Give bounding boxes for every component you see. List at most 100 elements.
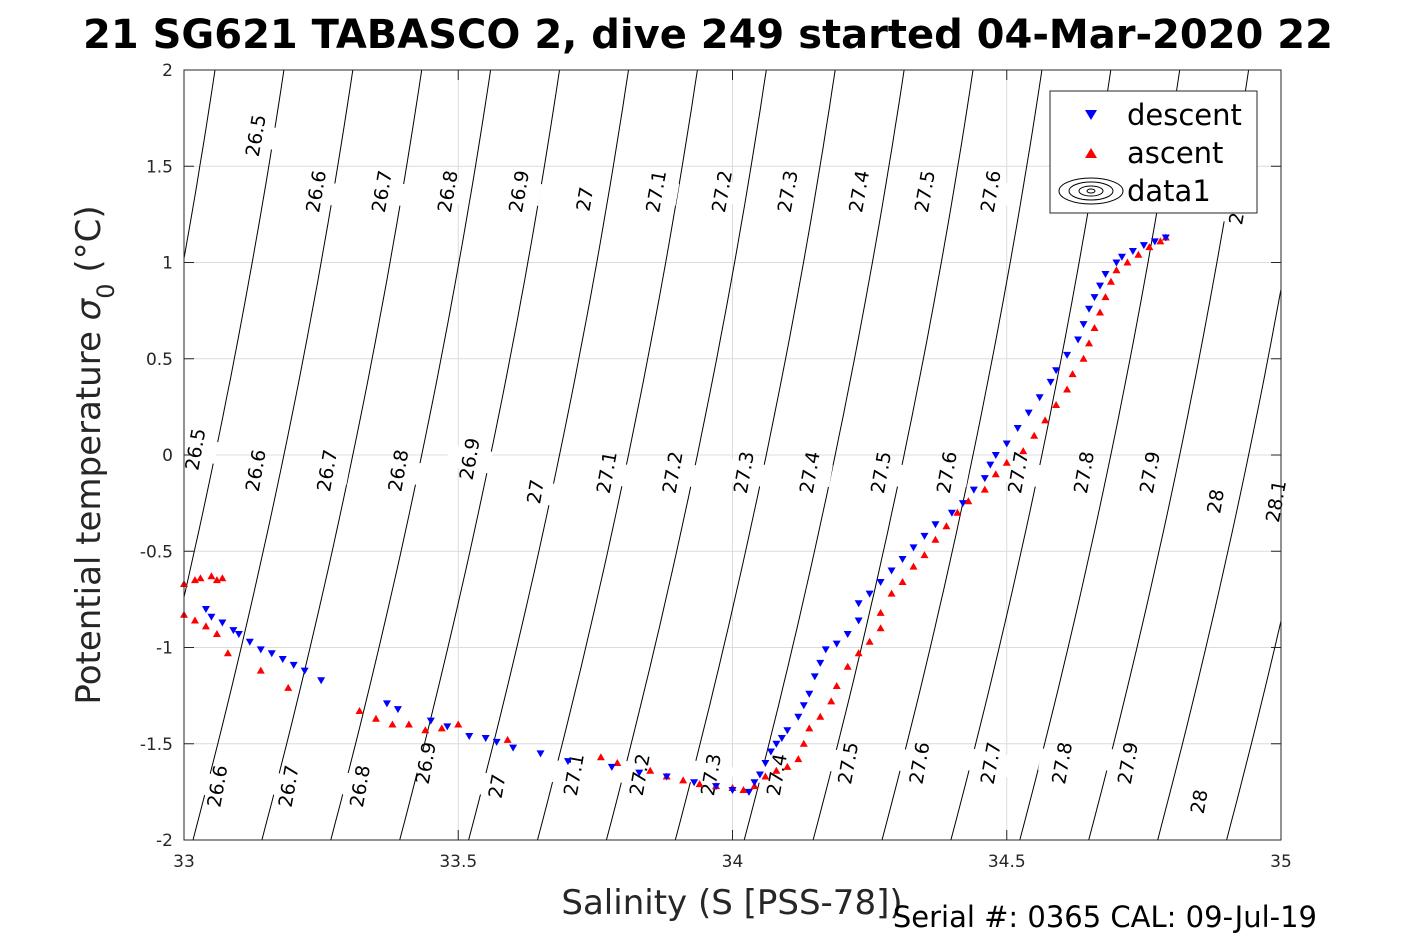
isopycnal-label-bg [473, 771, 521, 801]
isopycnal-line [1226, 618, 1281, 840]
isopycnal-label-bg [824, 748, 872, 778]
descent-point [1128, 247, 1137, 255]
legend-data1-label: data1 [1127, 174, 1211, 208]
isopycnal-label: 27.3 [774, 169, 803, 214]
descent-point [426, 717, 435, 725]
descent-point [777, 734, 786, 742]
isopycnal-label-bg [423, 176, 471, 206]
x-axis-label: Salinity (S [PSS-78]) [561, 883, 902, 923]
isopycnal-label-bg [193, 771, 241, 801]
ascent-point [1095, 308, 1104, 316]
ascent-point [421, 726, 430, 734]
ascent-point [1123, 258, 1132, 266]
legend-box [1049, 90, 1258, 214]
isopycnal-label: 27.4 [763, 752, 792, 797]
ascent-point [865, 637, 874, 645]
ascent-point [942, 522, 951, 530]
descent-point [816, 659, 825, 667]
isopycnal-label-bg [1103, 748, 1151, 778]
ascent-point [190, 616, 199, 624]
descent-point [278, 656, 287, 664]
isopycnal-label: 27 [523, 478, 549, 506]
isopycnal-label: 26.7 [368, 169, 397, 214]
descent-point [750, 779, 759, 787]
isopycnal-label: 27.1 [642, 169, 671, 214]
ascent-point [212, 576, 221, 584]
descent-point [821, 646, 830, 654]
isopycnal-label: 27.3 [697, 752, 726, 797]
descent-point [256, 646, 265, 654]
descent-point [761, 760, 770, 767]
isopycnal-label: 26.6 [302, 169, 331, 214]
ascent-point [876, 608, 885, 616]
ascent-point [805, 724, 814, 732]
isopycnal-line [881, 70, 1043, 840]
y-tick-label: -0.5 [140, 542, 173, 562]
ascent-point [920, 551, 929, 559]
ascent-point [207, 572, 216, 580]
isopycnal-labels: 26.6 26.7 26.8 26.9 27 27.1 27.2 27.3 27.4 27.5 27… [171, 113, 1300, 817]
descent-point [1085, 305, 1094, 313]
isopycnal-label: 26.5 [181, 427, 210, 472]
isopycnal-line [1157, 286, 1281, 840]
ascent-point [794, 755, 803, 763]
isopycnal-label: 27.7 [1004, 450, 1033, 495]
ascent-point [503, 735, 512, 743]
isopycnal-line [674, 70, 836, 840]
isopycnal-label: 28.1 [1262, 479, 1291, 524]
descent-point [909, 544, 918, 552]
descent-point [712, 783, 721, 791]
x-axis-ticks: 33 33.5 34 34.5 35 [173, 70, 1292, 872]
ascent-point [887, 589, 896, 597]
descent-point [267, 650, 276, 658]
isopycnal-label: 26.8 [346, 764, 375, 809]
isopycnal-label-bg [401, 748, 449, 778]
x-tick-label: 35 [1270, 852, 1292, 872]
legend-ascent-marker [1085, 148, 1097, 158]
ascent-point [371, 714, 380, 722]
ascent-point [1030, 431, 1039, 439]
isopycnal-label-bg [966, 176, 1014, 206]
isopycnal-label: 26.7 [275, 764, 304, 809]
isopycnal-line [330, 70, 492, 840]
y-tick-label: 2 [162, 61, 173, 81]
isopycnal-label-bg [785, 457, 833, 487]
descent-point [245, 638, 254, 646]
series-ascent [180, 233, 1170, 793]
isopycnal-label-bg [835, 176, 883, 206]
isopycnal-label-bg [495, 176, 543, 206]
ascent-point [1002, 458, 1011, 466]
descent-point [876, 579, 885, 587]
x-tick-label: 33 [173, 852, 195, 872]
isopycnal-label: 27.3 [730, 450, 759, 495]
ascent-point [931, 535, 940, 543]
legend-contour-icon [1058, 177, 1124, 205]
descent-point [1139, 242, 1148, 250]
x-tick-label: 34 [722, 852, 744, 872]
ascent-point [223, 649, 232, 657]
y-axis-label: Potential temperature σ0 (°C) [69, 205, 120, 704]
descent-point [536, 750, 545, 758]
isopycnal-label-bg [697, 176, 746, 206]
ascent-point [284, 683, 293, 691]
isopycnal-label-bg [511, 476, 559, 507]
series-descent [201, 234, 1170, 796]
descent-point [1074, 336, 1083, 344]
descent-point [393, 706, 402, 714]
descent-point [991, 452, 1000, 459]
descent-point [1046, 378, 1055, 386]
descent-point [1024, 409, 1033, 417]
ascent-point [739, 785, 748, 793]
isopycnal-label: 27.1 [593, 450, 622, 495]
ascent-point [898, 578, 907, 586]
ascent-point [1041, 416, 1050, 424]
y-tick-label: 0.5 [146, 350, 173, 370]
isopycnal-label: 26.9 [505, 169, 534, 214]
isopycnal-label-bg [763, 176, 811, 206]
descent-point [1052, 367, 1061, 375]
descent-point [794, 713, 803, 721]
descent-point [887, 567, 896, 575]
isopycnal-line [468, 70, 629, 840]
isopycnal-label-bg [632, 176, 680, 206]
